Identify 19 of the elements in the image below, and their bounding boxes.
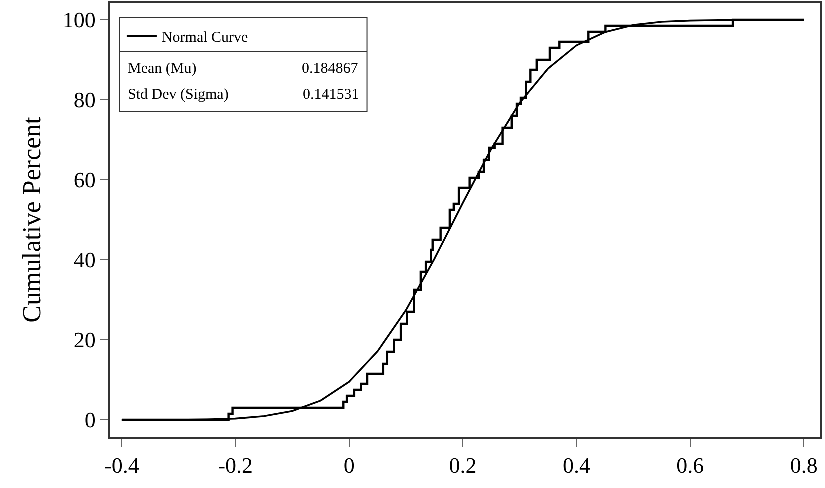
y-tick-label: 60 — [74, 168, 96, 193]
annotation: 0.141531 — [303, 87, 360, 103]
y-axis-title: Cumulative Percent — [18, 116, 47, 323]
x-tick-label: 0 — [344, 453, 355, 478]
y-tick-label: 80 — [74, 88, 96, 113]
y-tick-label: 0 — [84, 408, 96, 433]
x-tick-label: 0.8 — [790, 453, 818, 478]
x-tick-label: -0.2 — [218, 453, 254, 478]
x-tick-label: 0.2 — [449, 453, 477, 478]
x-tick-label: 0.4 — [562, 453, 590, 478]
y-tick-label: 40 — [74, 248, 96, 273]
legend-label: Normal Curve — [162, 30, 249, 46]
annotation: 0.184867 — [302, 61, 359, 77]
annotation: Mean (Mu) — [128, 61, 197, 77]
x-tick-label: -0.4 — [104, 453, 140, 478]
y-tick-label: 100 — [62, 8, 96, 33]
x-tick-label: 0.6 — [676, 453, 704, 478]
y-tick-label: 20 — [74, 328, 96, 353]
annotation: Std Dev (Sigma) — [128, 87, 229, 103]
